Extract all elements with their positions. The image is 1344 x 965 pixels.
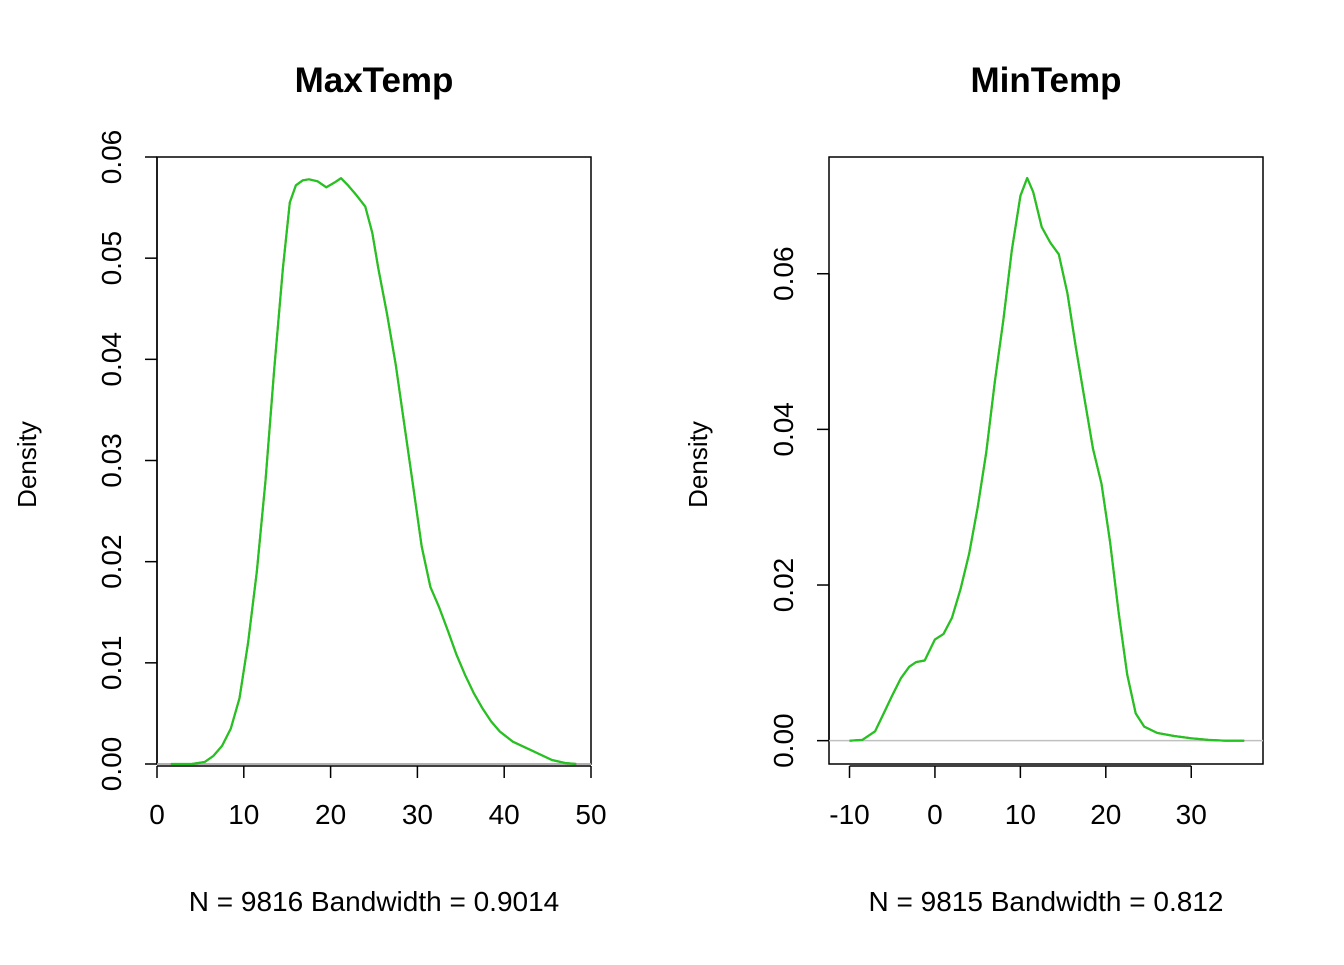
x-axis-label: N = 9815 Bandwidth = 0.812 — [869, 886, 1224, 917]
y-tick-label: 0.00 — [96, 737, 127, 792]
chart-title: MinTemp — [970, 61, 1121, 100]
panel-maxtemp: MaxTemp Density 0 10 20 30 40 50 0.00 0.01 0.02 0.0… — [12, 61, 607, 917]
x-axis-label: N = 9816 Bandwidth = 0.9014 — [189, 886, 560, 917]
panel-mintemp: MinTemp Density -10 0 10 20 30 0.00 0.02 0.04 0.06… — [683, 61, 1264, 917]
density-curve — [170, 177, 577, 766]
x-tick-label: 40 — [489, 799, 520, 830]
x-tick-label: 30 — [402, 799, 433, 830]
x-tick-label: 30 — [1176, 799, 1207, 830]
density-curve — [849, 176, 1245, 742]
y-tick-label: 0.04 — [768, 402, 799, 457]
y-tick-label: 0.02 — [96, 534, 127, 589]
y-tick-label: 0.06 — [768, 246, 799, 301]
x-tick-label: 10 — [1005, 799, 1036, 830]
chart-title: MaxTemp — [295, 61, 454, 100]
x-tick-label: 0 — [149, 799, 165, 830]
density-curve-shadow — [849, 177, 1245, 742]
x-tick-label: 10 — [228, 799, 259, 830]
y-tick-label: 0.01 — [96, 636, 127, 691]
y-tick-label: 0.04 — [96, 332, 127, 387]
y-tick-label: 0.05 — [96, 231, 127, 286]
x-tick-label: 50 — [575, 799, 606, 830]
x-tick-label: -10 — [829, 799, 869, 830]
y-tick-label: 0.03 — [96, 433, 127, 488]
y-tick-label: 0.06 — [96, 130, 127, 185]
y-axis-label: Density — [683, 421, 713, 508]
x-tick-label: 20 — [1090, 799, 1121, 830]
y-axis-label: Density — [12, 421, 42, 508]
y-tick-label: 0.02 — [768, 558, 799, 613]
density-curve-shadow — [170, 177, 577, 765]
x-tick-label: 20 — [315, 799, 346, 830]
x-tick-label: 0 — [927, 799, 943, 830]
y-tick-label: 0.00 — [768, 713, 799, 768]
plot-frame — [828, 156, 1264, 765]
